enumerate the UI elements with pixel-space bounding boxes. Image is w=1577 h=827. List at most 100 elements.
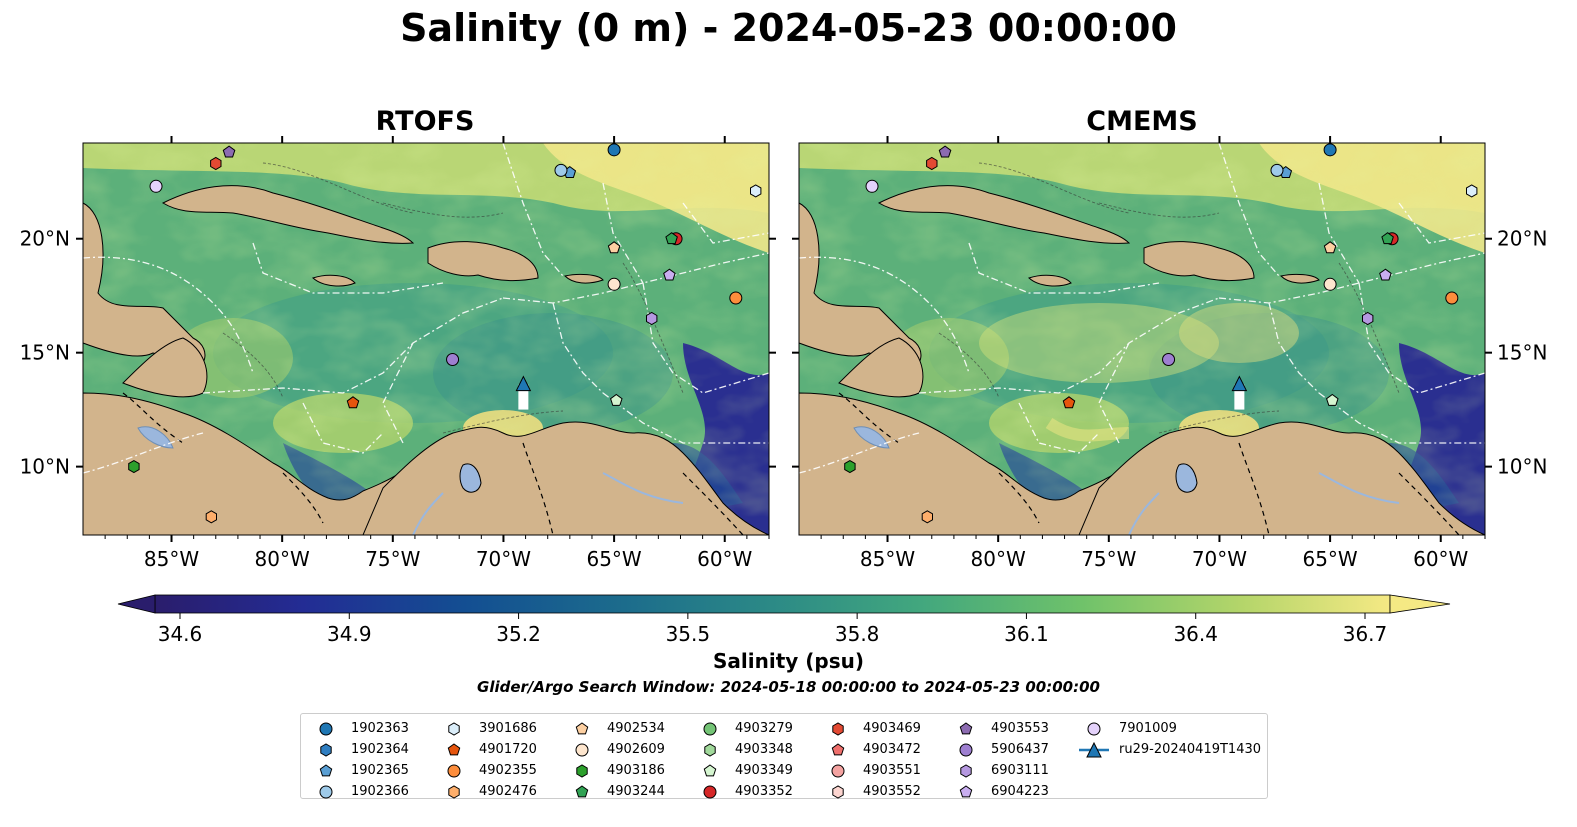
legend-entry: 4903472	[821, 739, 921, 760]
legend-entry: 5906437	[949, 739, 1049, 760]
legend-column: 7901009 ru29-20240419T1430	[1077, 718, 1261, 760]
colorbar-tick-label: 35.2	[496, 622, 541, 646]
float-marker-4901720	[1062, 396, 1076, 409]
float-marker-4902476	[205, 510, 217, 524]
circle-marker-icon	[575, 743, 589, 756]
hexagon-marker-icon	[448, 721, 460, 736]
circle-marker-icon	[831, 764, 845, 777]
lon-tick-label: 85°W	[144, 547, 199, 571]
lon-tick-label: 60°W	[697, 547, 752, 571]
lon-tick-label: 75°W	[1081, 547, 1136, 571]
legend-entry: 4903348	[693, 739, 793, 760]
legend-entry: 4902476	[437, 781, 537, 802]
colorbar-tick-label: 35.5	[666, 622, 711, 646]
panel-title-rtofs: RTOFS	[375, 106, 475, 137]
lat-tick-label: 20°N	[20, 227, 70, 251]
axis-ticks: 85°W 80°W 75°W 70°W 65°W 60°W 20°N 15°N 10°N 85°W…	[20, 136, 1547, 571]
lon-tick-label: 70°W	[476, 547, 531, 571]
hexagon-marker-icon	[960, 763, 972, 778]
search-window-caption: Glider/Argo Search Window: 2024-05-18 00…	[477, 678, 1100, 696]
legend-column: 4903469 4903472 4903551 4903552	[821, 718, 921, 802]
pentagon-marker-icon	[959, 721, 973, 734]
legend-entry: 1902366	[309, 781, 409, 802]
colorbar-tick-label: 36.1	[1004, 622, 1049, 646]
circle-marker-icon	[703, 722, 717, 735]
float-marker-4903244	[665, 232, 678, 245]
colorbar: 34.6 34.9 35.2 35.5 35.8 36.1 36.4 36.7	[117, 594, 1451, 646]
legend-column: 4903279 4903348 4903349 4903352	[693, 718, 793, 802]
rtofs-float-markers	[128, 143, 762, 524]
circle-marker-icon	[319, 722, 333, 735]
float-marker-1902363	[607, 143, 621, 157]
legend-entry: 4901720	[437, 739, 537, 760]
float-marker-3901686	[750, 184, 762, 198]
legend-entry: 4902355	[437, 760, 537, 781]
legend-label: 7901009	[1119, 721, 1177, 736]
legend-label: 4902355	[479, 763, 537, 778]
legend-entry: 6903111	[949, 760, 1049, 781]
float-marker-3901686	[1466, 184, 1478, 198]
float-marker-1902363	[1323, 143, 1337, 157]
legend-entry: 4903186	[565, 760, 665, 781]
legend-label: 4903349	[735, 763, 793, 778]
colorbar-tick-label: 34.9	[327, 622, 372, 646]
legend: 1902363 1902364 1902365 1902366 3901686 49017…	[300, 713, 1268, 799]
glider-marker	[515, 375, 532, 392]
float-marker-4903349	[610, 393, 623, 406]
lat-tick-label: 20°N	[1497, 227, 1547, 251]
legend-entry: 4903552	[821, 781, 921, 802]
legend-entry: 4903349	[693, 760, 793, 781]
legend-label: 4903553	[991, 721, 1049, 736]
colorbar-tick-label: 35.8	[835, 622, 880, 646]
legend-label: 6904223	[991, 784, 1049, 799]
float-marker-4903349	[1326, 393, 1339, 406]
legend-column: 1902363 1902364 1902365 1902366	[309, 718, 409, 802]
float-marker-6904223	[1379, 268, 1392, 281]
legend-entry: 4903469	[821, 718, 921, 739]
lon-tick-label: 70°W	[1192, 547, 1247, 571]
legend-label: 4903551	[863, 763, 921, 778]
lat-tick-label: 10°N	[1497, 455, 1547, 479]
float-marker-4903186	[844, 460, 856, 474]
legend-entry: 4903551	[821, 760, 921, 781]
legend-entry: 4903352	[693, 781, 793, 802]
lon-tick-label: 75°W	[365, 547, 420, 571]
glider-track	[1234, 384, 1245, 410]
legend-entry: ru29-20240419T1430	[1077, 739, 1261, 760]
legend-label: 1902365	[351, 763, 409, 778]
float-marker-4902355	[1445, 291, 1459, 305]
hexagon-marker-icon	[448, 784, 460, 799]
pentagon-marker-icon	[319, 763, 333, 776]
legend-label: 1902366	[351, 784, 409, 799]
hexagon-marker-icon	[832, 721, 844, 736]
float-marker-6904223	[663, 268, 676, 281]
legend-label: 4903244	[607, 784, 665, 799]
legend-entry: 4902609	[565, 739, 665, 760]
float-marker-1902366	[1270, 163, 1284, 177]
legend-label: ru29-20240419T1430	[1119, 742, 1262, 757]
figure-title: Salinity (0 m) - 2024-05-23 00:00:00	[400, 6, 1177, 50]
lon-tick-label: 65°W	[586, 547, 641, 571]
legend-label: 4903186	[607, 763, 665, 778]
triangle-line-marker-icon	[1079, 741, 1109, 757]
legend-label: 4903552	[863, 784, 921, 799]
pentagon-marker-icon	[831, 742, 845, 755]
float-marker-4902609	[1323, 277, 1337, 291]
legend-label: 4903348	[735, 742, 793, 757]
float-marker-5906437	[446, 353, 460, 367]
circle-marker-icon	[1087, 722, 1101, 735]
float-marker-4903244	[1381, 232, 1394, 245]
lon-tick-label: 80°W	[255, 547, 310, 571]
legend-label: 5906437	[991, 742, 1049, 757]
float-marker-4902534	[1323, 241, 1337, 254]
legend-entry: 4903244	[565, 781, 665, 802]
colorbar-tick-label: 36.7	[1343, 622, 1388, 646]
legend-label: 4903469	[863, 721, 921, 736]
legend-label: 1902363	[351, 721, 409, 736]
legend-label: 4903279	[735, 721, 793, 736]
legend-label: 4902476	[479, 784, 537, 799]
circle-marker-icon	[703, 785, 717, 798]
hexagon-marker-icon	[704, 742, 716, 757]
float-marker-4902534	[607, 241, 621, 254]
